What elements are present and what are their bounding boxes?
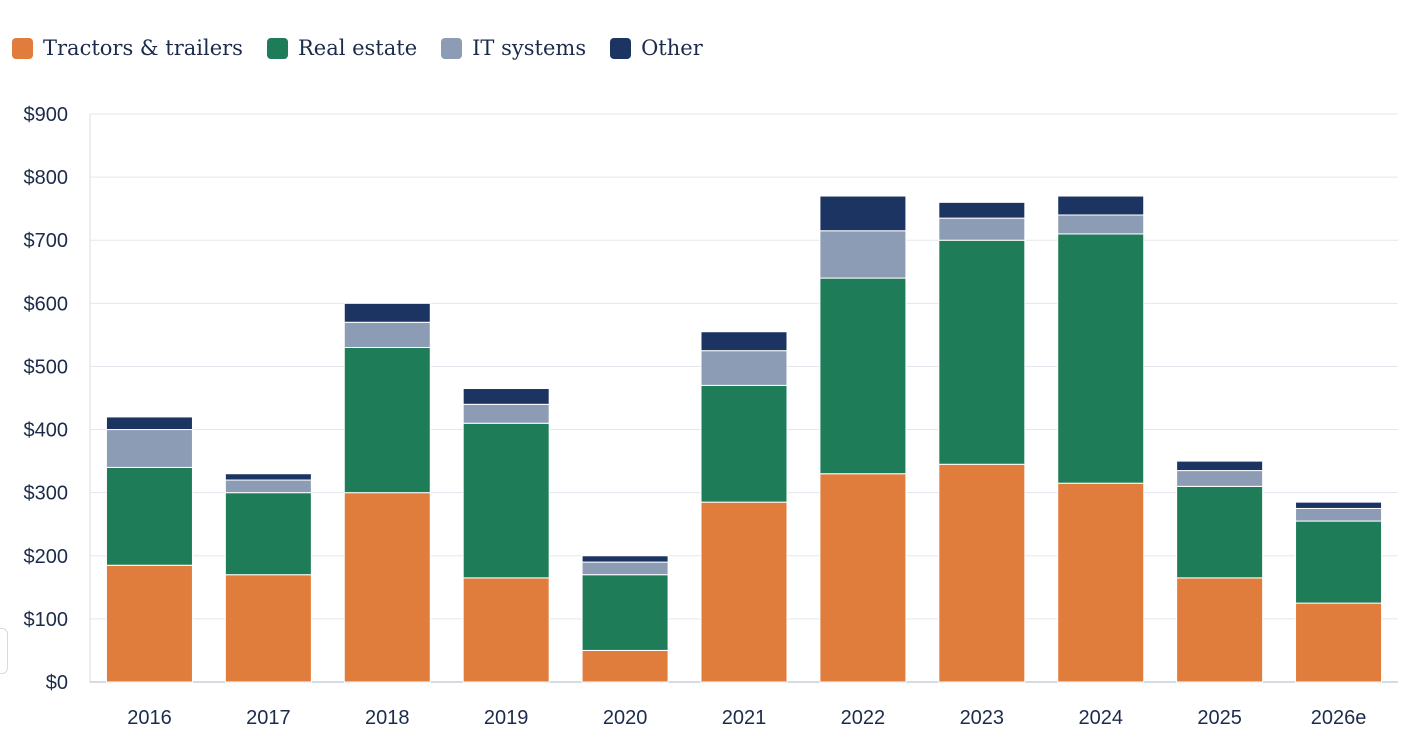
y-tick-label: $200	[24, 546, 69, 568]
bar-segment-tractors-and-trailers-2018[interactable]	[343, 492, 431, 683]
side-panel-handle[interactable]	[0, 628, 8, 674]
bar-segment-it-systems-2021[interactable]	[700, 350, 788, 386]
bar-segment-real-estate-2025[interactable]	[1176, 485, 1264, 579]
bar-segment-other-2023[interactable]	[938, 201, 1026, 219]
bar-segment-it-systems-2024[interactable]	[1057, 214, 1145, 235]
x-tick-label: 2021	[722, 707, 767, 729]
bar-segment-other-2020[interactable]	[581, 555, 669, 563]
legend-swatch	[12, 37, 33, 59]
bar-segment-real-estate-2024[interactable]	[1057, 233, 1145, 484]
bar-segment-tractors-and-trailers-2026e[interactable]	[1295, 602, 1383, 683]
bar-segment-other-2016[interactable]	[105, 416, 193, 431]
legend-item-tractors-and-trailers[interactable]: Tractors & trailers	[12, 36, 243, 60]
bar-segment-it-systems-2026e[interactable]	[1295, 507, 1383, 522]
bar-segment-real-estate-2018[interactable]	[343, 347, 431, 494]
bar-segment-real-estate-2020[interactable]	[581, 574, 669, 651]
bar-segment-tractors-and-trailers-2017[interactable]	[224, 574, 312, 683]
bar-segment-tractors-and-trailers-2020[interactable]	[581, 649, 669, 683]
y-tick-label: $0	[46, 672, 68, 694]
bar-segment-real-estate-2019[interactable]	[462, 422, 550, 579]
bar-segment-other-2017[interactable]	[224, 473, 312, 481]
y-tick-label: $700	[24, 230, 69, 252]
legend-swatch	[266, 37, 288, 59]
bar-segment-other-2021[interactable]	[700, 331, 788, 352]
y-tick-label: $900	[24, 104, 69, 126]
legend-item-other[interactable]: Other	[610, 36, 703, 60]
bar-segment-it-systems-2025[interactable]	[1176, 470, 1264, 487]
x-tick-label: 2025	[1197, 707, 1242, 729]
y-tick-label: $600	[24, 293, 69, 315]
bar-segment-real-estate-2021[interactable]	[700, 384, 788, 503]
bar-segment-other-2022[interactable]	[819, 195, 907, 232]
bar-segment-real-estate-2026e[interactable]	[1295, 520, 1383, 604]
bar-segment-other-2025[interactable]	[1176, 460, 1264, 472]
bar-segment-it-systems-2018[interactable]	[343, 321, 431, 349]
x-tick-label: 2018	[365, 707, 410, 729]
y-tick-label: $800	[24, 167, 69, 189]
legend-label: IT systems	[472, 36, 587, 60]
bar-segment-other-2018[interactable]	[343, 302, 431, 323]
y-tick-label: $300	[24, 483, 69, 505]
bar-segment-other-2026e[interactable]	[1295, 501, 1383, 509]
bar-segment-tractors-and-trailers-2025[interactable]	[1176, 577, 1264, 683]
x-tick-label: 2023	[960, 707, 1005, 729]
y-tick-label: $500	[24, 356, 69, 378]
bar-segment-real-estate-2017[interactable]	[224, 492, 312, 576]
chart-legend: Tractors & trailers Real estate IT systems…	[12, 36, 727, 60]
y-tick-label: $100	[24, 609, 69, 631]
bar-segment-tractors-and-trailers-2016[interactable]	[105, 564, 193, 683]
y-tick-label: $400	[24, 420, 69, 442]
x-tick-label: 2024	[1078, 707, 1123, 729]
bar-segment-tractors-and-trailers-2019[interactable]	[462, 577, 550, 683]
legend-label: Tractors & trailers	[43, 36, 243, 60]
bar-segment-tractors-and-trailers-2022[interactable]	[819, 473, 907, 683]
legend-item-real-estate[interactable]: Real estate	[266, 36, 418, 60]
bar-segment-other-2024[interactable]	[1057, 195, 1145, 216]
x-tick-label: 2017	[246, 707, 291, 729]
bar-segment-it-systems-2022[interactable]	[819, 230, 907, 279]
x-tick-label: 2019	[484, 707, 529, 729]
legend-label: Other	[641, 36, 703, 60]
bar-segment-real-estate-2023[interactable]	[938, 239, 1026, 465]
bar-segment-real-estate-2016[interactable]	[105, 466, 193, 566]
legend-swatch	[441, 37, 463, 59]
x-tick-label: 2016	[127, 707, 172, 729]
bar-segment-it-systems-2020[interactable]	[581, 561, 669, 576]
bar-segment-it-systems-2017[interactable]	[224, 479, 312, 494]
bar-segment-it-systems-2019[interactable]	[462, 403, 550, 424]
legend-label: Real estate	[297, 36, 418, 60]
legend-swatch	[610, 37, 632, 59]
bar-segment-it-systems-2023[interactable]	[938, 217, 1026, 241]
legend-item-it-systems[interactable]: IT systems	[441, 36, 586, 60]
x-tick-label: 2022	[841, 707, 886, 729]
bar-segment-tractors-and-trailers-2021[interactable]	[700, 501, 788, 683]
bar-segment-tractors-and-trailers-2024[interactable]	[1057, 482, 1145, 683]
bar-segment-other-2019[interactable]	[462, 388, 550, 405]
bar-segment-tractors-and-trailers-2023[interactable]	[938, 463, 1026, 683]
bar-segment-it-systems-2016[interactable]	[105, 429, 193, 468]
bar-segment-real-estate-2022[interactable]	[819, 277, 907, 475]
x-tick-label: 2026e	[1311, 707, 1367, 729]
x-tick-label: 2020	[603, 707, 648, 729]
